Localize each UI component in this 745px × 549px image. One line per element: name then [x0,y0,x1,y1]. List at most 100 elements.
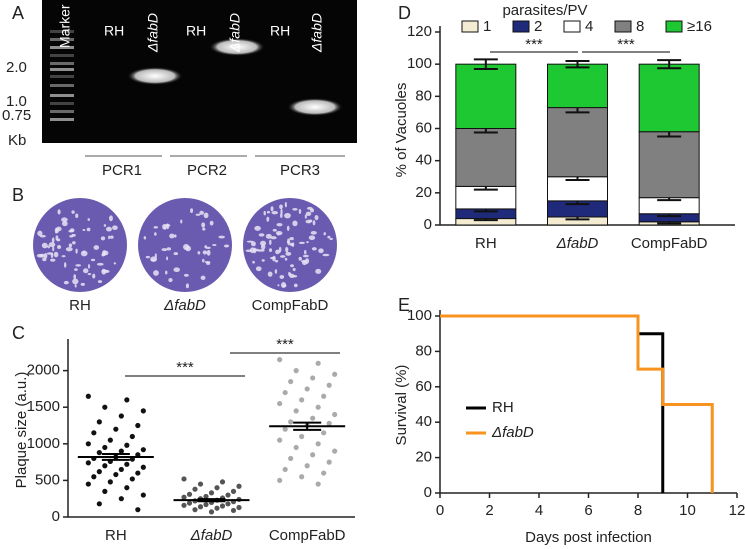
data-point [129,476,135,482]
plaque-spot [143,236,147,240]
data-point [96,469,102,475]
data-point [124,461,130,467]
plaque-spot [183,273,189,277]
data-point [113,471,119,478]
data-point [96,449,102,456]
data-point [118,413,124,419]
data-point [277,437,283,443]
y-tick-label: 1500 [27,398,60,415]
data-point [102,404,108,410]
data-point [315,404,321,410]
y-tick-label: 1000 [27,435,60,452]
plaque-spot [101,268,107,275]
data-point [129,433,135,440]
x-tick-label: ΔfabD [190,527,233,544]
plaque-spot [63,262,67,268]
legend-label: ΔfabD [491,424,534,441]
x-tick-label: RH [105,527,127,544]
bar-segment [547,63,608,109]
plaque-spot [298,256,302,261]
data-point [186,491,193,497]
plaque-spot [92,273,96,279]
data-point [332,371,338,377]
plaque-spot [274,259,279,263]
plaque-spot [269,239,272,246]
plaque-spot [301,259,307,263]
plaque-spot [86,227,91,232]
plaque-spot [285,246,289,253]
plaque-spot [263,210,266,216]
plaque-spot [150,259,157,262]
data-point [299,397,305,403]
data-point [299,474,305,480]
data-point [135,422,141,429]
plaque-spot [154,232,157,236]
plaque-spot [82,251,86,254]
plaque-spot [209,220,214,226]
plaque-spot [195,213,201,216]
ladder-band [50,94,74,97]
plaque-spot [255,266,262,272]
data-point [208,490,215,496]
pcr-label: PCR1 [102,162,142,179]
plaque-spot [293,283,298,288]
data-point [113,426,119,432]
plaque-spot [113,262,117,265]
data-point [332,448,338,454]
plaque-spot [323,232,326,236]
plaque-spot [96,262,104,266]
data-point [197,504,204,510]
plaque-spot [87,218,90,221]
data-point [197,481,204,487]
data-point [118,448,124,454]
data-point [277,357,283,363]
plaque-spot [304,250,307,255]
legend-label: ≥16 [687,18,712,35]
plaque-spot [270,206,274,212]
plaque-spot [218,235,226,239]
pcr-label: PCR3 [280,162,320,179]
ladder-band [50,75,74,78]
data-point [219,479,226,485]
plaque-spot [108,235,111,240]
data-point [321,430,327,436]
plaque-spot [260,244,266,250]
plaque-spot [265,233,272,239]
data-point [203,501,209,508]
y-axis-label: % of Vacuoles [393,83,410,178]
data-point [288,419,294,425]
plaque-spot [310,208,315,213]
significance-label: *** [525,36,543,53]
data-point [293,444,299,451]
y-tick-label: 0 [424,484,432,501]
plaque-spot [74,268,78,271]
ladder-band [50,30,74,33]
data-point [310,375,316,381]
panel-label: A [12,3,24,23]
x-tick-label: 8 [634,502,642,519]
plaque-spot [284,212,291,219]
plaque-spot [298,241,305,245]
panel-label: C [12,323,25,343]
data-point [214,505,220,511]
data-point [107,437,113,443]
legend-swatch [512,20,530,33]
data-point [230,488,237,494]
plaque-spot [201,222,206,228]
plaque-spot [75,264,82,267]
plaque-spot [106,226,112,232]
plaque-spot [284,202,287,208]
y-tick-label: 120 [407,23,432,40]
plaque-spot [292,208,298,211]
plate [33,198,127,292]
plaque-spot [287,240,291,246]
plaque-spot [109,215,113,222]
x-tick-label: CompFabD [269,527,346,544]
plaque-spot [292,220,298,227]
legend-swatch [563,20,581,33]
plaque-spot [87,264,91,269]
y-tick-label: 500 [35,471,60,488]
data-point [208,509,215,515]
plaque-spot [315,268,322,274]
